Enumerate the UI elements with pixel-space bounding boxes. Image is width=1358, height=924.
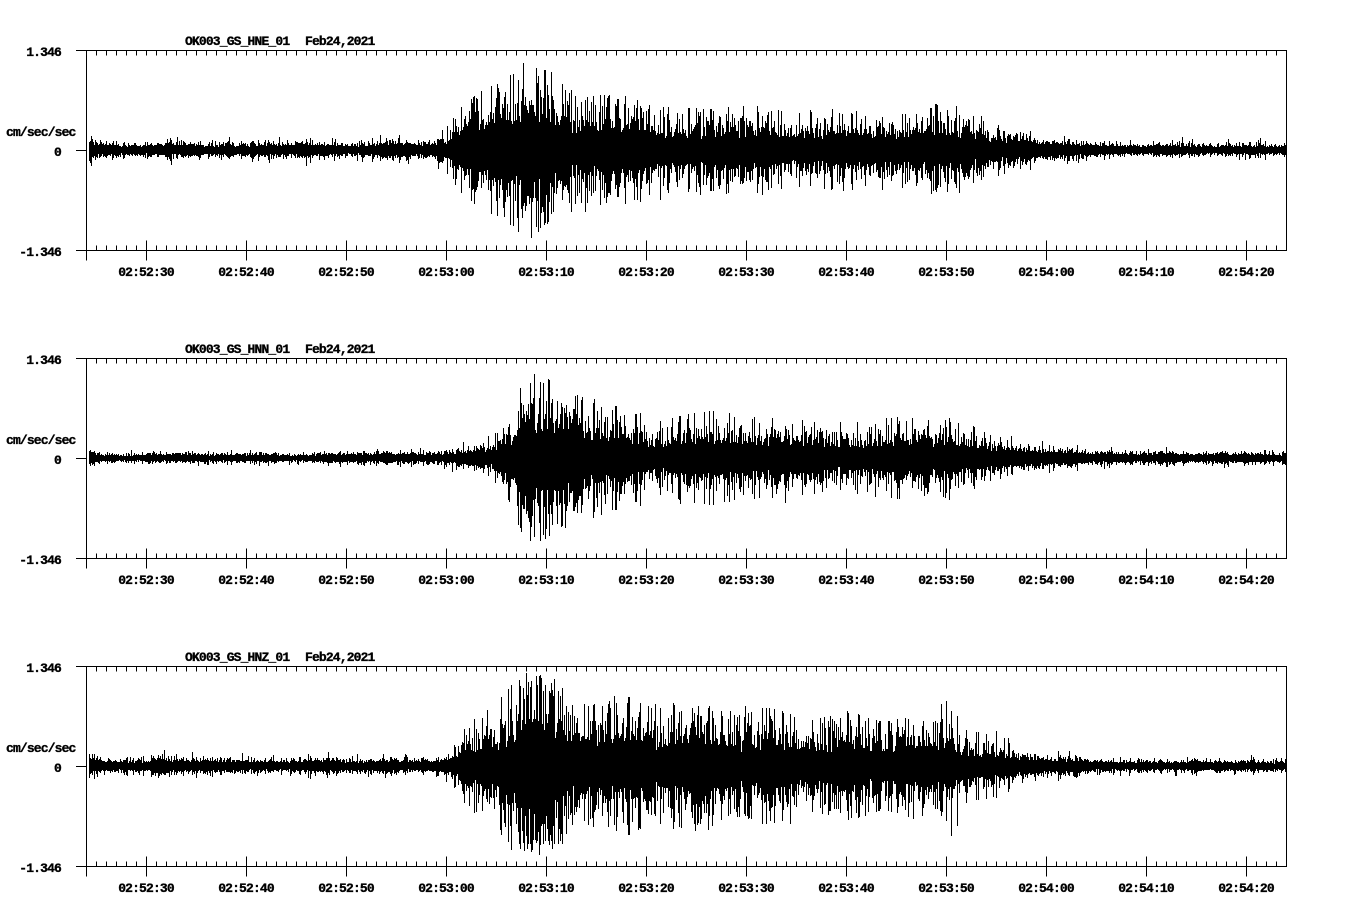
svg-text:02:53:30: 02:53:30 <box>718 881 775 896</box>
svg-text:02:53:20: 02:53:20 <box>618 881 675 896</box>
svg-text:02:53:40: 02:53:40 <box>818 573 875 588</box>
svg-text:02:54:20: 02:54:20 <box>1218 881 1275 896</box>
svg-text:02:52:40: 02:52:40 <box>218 573 275 588</box>
svg-text:02:53:00: 02:53:00 <box>418 881 475 896</box>
svg-text:cm/sec/sec: cm/sec/sec <box>6 433 77 448</box>
svg-text:02:54:10: 02:54:10 <box>1118 881 1175 896</box>
svg-text:02:54:20: 02:54:20 <box>1218 265 1275 280</box>
svg-text:-1.346: -1.346 <box>19 553 62 568</box>
svg-text:1.346: 1.346 <box>26 353 62 368</box>
svg-text:02:53:10: 02:53:10 <box>518 881 575 896</box>
svg-text:02:52:50: 02:52:50 <box>318 881 375 896</box>
svg-text:02:53:50: 02:53:50 <box>918 573 975 588</box>
svg-text:02:52:30: 02:52:30 <box>118 881 175 896</box>
svg-text:02:54:00: 02:54:00 <box>1018 265 1075 280</box>
svg-text:1.346: 1.346 <box>26 45 62 60</box>
svg-text:02:53:00: 02:53:00 <box>418 573 475 588</box>
svg-text:02:53:50: 02:53:50 <box>918 881 975 896</box>
svg-text:02:53:10: 02:53:10 <box>518 265 575 280</box>
svg-text:0: 0 <box>54 453 62 468</box>
svg-text:02:53:40: 02:53:40 <box>818 265 875 280</box>
svg-text:02:53:10: 02:53:10 <box>518 573 575 588</box>
svg-text:02:53:30: 02:53:30 <box>718 265 775 280</box>
svg-text:02:54:20: 02:54:20 <box>1218 573 1275 588</box>
svg-text:02:53:50: 02:53:50 <box>918 265 975 280</box>
svg-text:02:53:00: 02:53:00 <box>418 265 475 280</box>
svg-text:02:52:50: 02:52:50 <box>318 265 375 280</box>
svg-text:-1.346: -1.346 <box>19 861 62 876</box>
svg-text:02:52:50: 02:52:50 <box>318 573 375 588</box>
svg-text:cm/sec/sec: cm/sec/sec <box>6 125 77 140</box>
svg-text:0: 0 <box>54 145 62 160</box>
svg-text:02:53:20: 02:53:20 <box>618 265 675 280</box>
svg-text:02:54:00: 02:54:00 <box>1018 881 1075 896</box>
svg-text:02:52:30: 02:52:30 <box>118 265 175 280</box>
svg-text:02:53:20: 02:53:20 <box>618 573 675 588</box>
svg-text:02:53:30: 02:53:30 <box>718 573 775 588</box>
svg-text:02:52:30: 02:52:30 <box>118 573 175 588</box>
svg-text:-1.346: -1.346 <box>19 245 62 260</box>
svg-text:02:54:10: 02:54:10 <box>1118 265 1175 280</box>
svg-text:cm/sec/sec: cm/sec/sec <box>6 741 77 756</box>
svg-text:02:54:00: 02:54:00 <box>1018 573 1075 588</box>
svg-text:02:53:40: 02:53:40 <box>818 881 875 896</box>
svg-text:02:54:10: 02:54:10 <box>1118 573 1175 588</box>
svg-text:02:52:40: 02:52:40 <box>218 881 275 896</box>
svg-text:02:52:40: 02:52:40 <box>218 265 275 280</box>
svg-text:0: 0 <box>54 761 62 776</box>
svg-text:1.346: 1.346 <box>26 661 62 676</box>
